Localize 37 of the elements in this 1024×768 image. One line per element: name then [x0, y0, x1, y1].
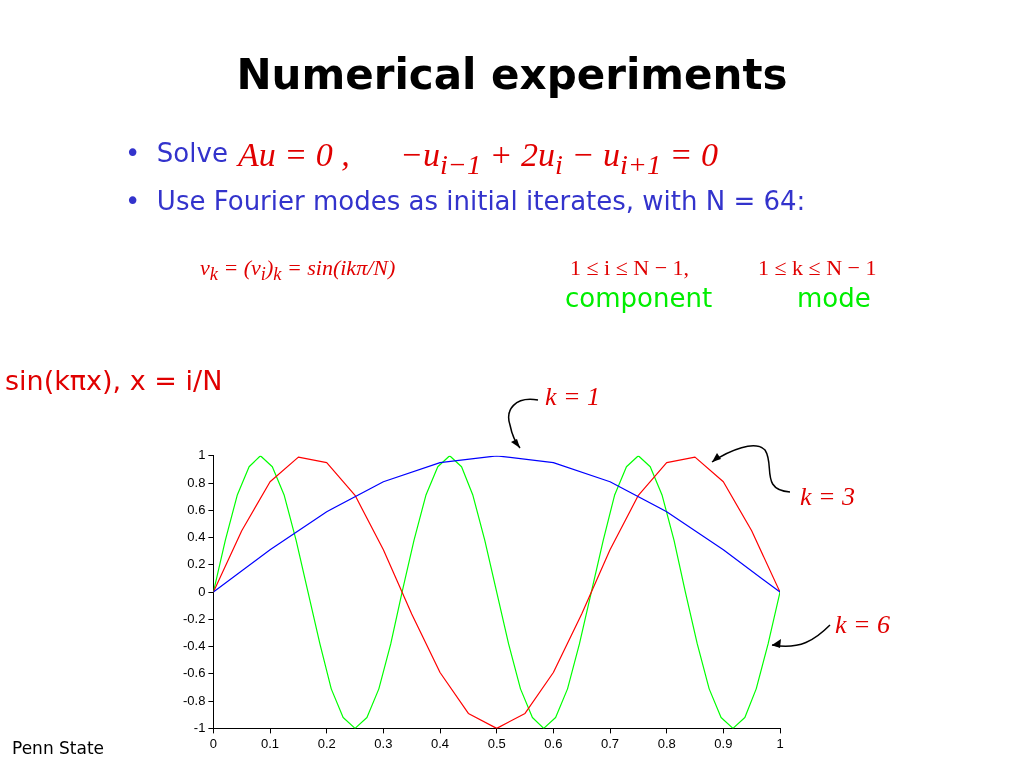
y-tick-label: 1: [198, 447, 206, 463]
text: • Use Fourier modes as initial iterates, with N = 64:: [125, 186, 806, 216]
y-tick-label: 0.8: [187, 474, 206, 490]
text: k = 3: [800, 482, 856, 512]
y-tick-label: -0.4: [182, 638, 206, 654]
text: sin(kπx), x = i/N: [5, 365, 223, 396]
y-tick-label: 0.6: [187, 501, 206, 517]
text: mode: [797, 283, 871, 313]
series-label: k = 1: [545, 382, 601, 412]
x-tick-label: 0.9: [714, 735, 733, 751]
y-tick-label: 0.4: [187, 529, 206, 545]
x-tick-label: 0.8: [657, 735, 676, 751]
y-tick-label: -0.2: [182, 610, 206, 626]
x-tick-label: 0.6: [544, 735, 563, 751]
y-tick-label: 0.2: [187, 556, 206, 572]
chart-title: Numerical experiments: [235, 50, 789, 99]
text: • Solve: [125, 138, 228, 168]
x-tick-label: 0: [209, 735, 218, 751]
text: component: [565, 283, 713, 313]
text: 1 ≤ i ≤ N − 1,: [570, 255, 690, 281]
x-tick-label: 0.5: [487, 735, 506, 751]
text: k = 6: [835, 610, 891, 640]
y-tick-label: 0: [198, 583, 206, 599]
x-tick-label: 0.1: [261, 735, 280, 751]
text: 1 ≤ k ≤ N − 1: [758, 255, 877, 281]
text: −u$_{i−1}$ + 2u$_{i}$ − u$_{i+1}$ = 0: [400, 136, 718, 181]
x-tick-label: 0.7: [600, 735, 620, 751]
x-tick-label: 0.4: [431, 735, 450, 751]
text: v$_{k}$ = (v$_{i}$)$_{k}$ = sin(ikπ/N): [200, 255, 396, 286]
x-tick-label: 0.3: [374, 735, 393, 751]
text: Au = 0 ,: [238, 136, 350, 174]
text: Penn State: [12, 738, 105, 758]
x-tick-label: 0.2: [317, 735, 336, 751]
y-tick-label: -0.6: [182, 665, 206, 681]
y-tick-label: -1: [193, 719, 206, 735]
y-tick-label: -0.8: [182, 692, 206, 708]
x-tick-label: 1: [776, 735, 784, 751]
